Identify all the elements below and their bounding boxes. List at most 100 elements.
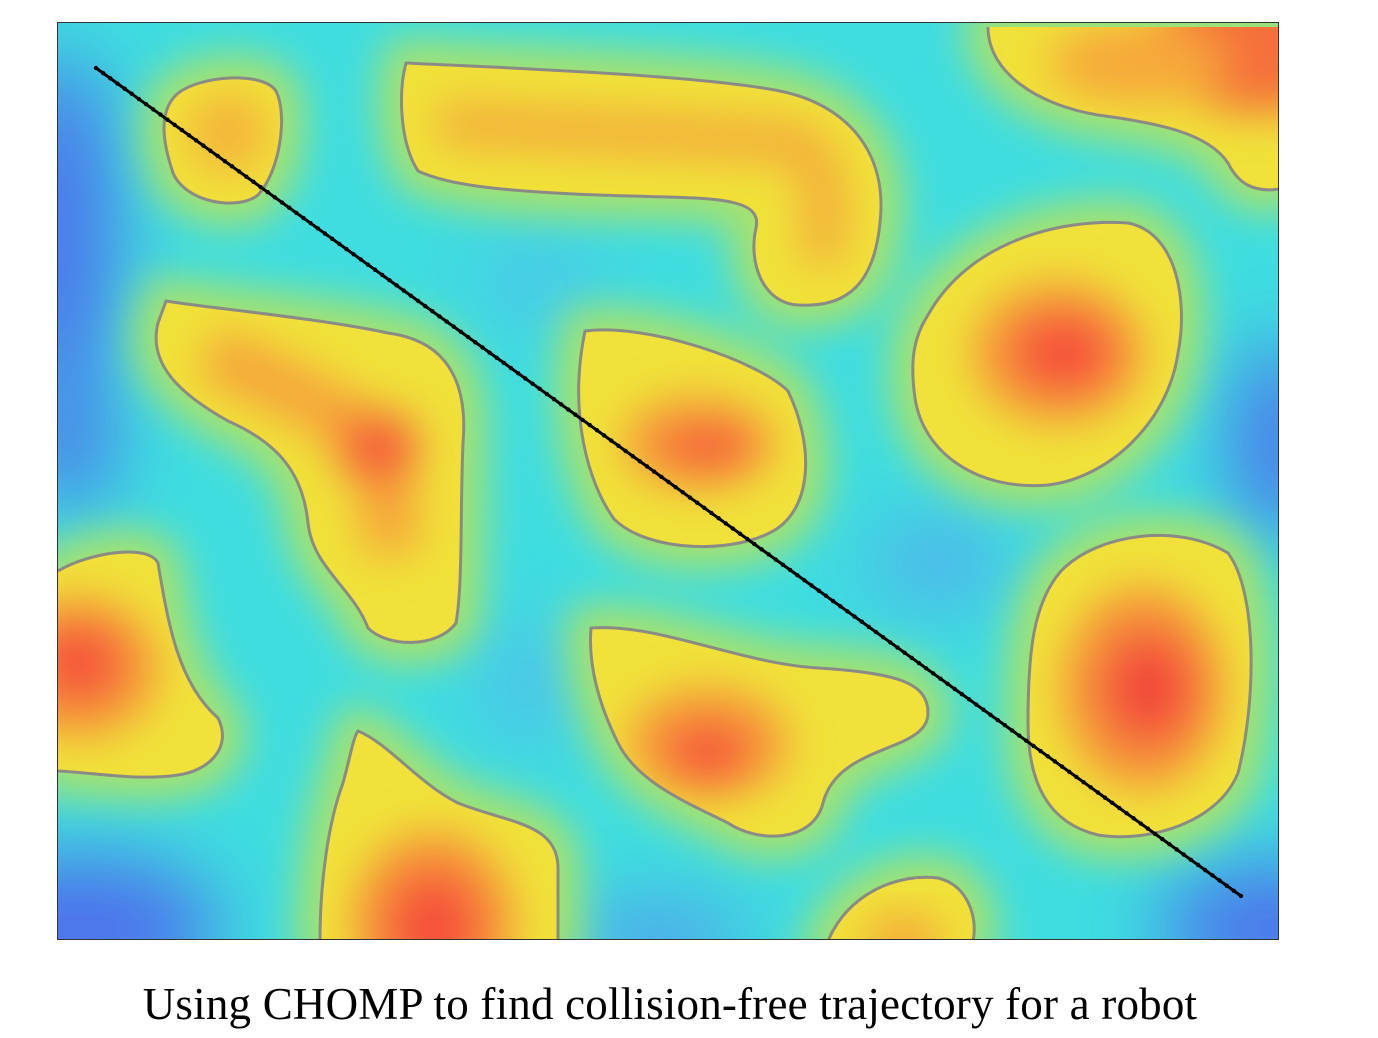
trajectory-waypoint [1009,728,1015,733]
trajectory-waypoint [959,691,965,697]
trajectory-waypoint [1152,831,1158,837]
trajectory-waypoint [494,355,499,360]
trajectory-waypoint [580,417,585,423]
trajectory-waypoint [1174,847,1179,852]
trajectory-waypoint [222,158,228,164]
trajectory-waypoint [93,65,99,71]
trajectory-waypoint [551,397,557,402]
trajectory-waypoint [258,184,263,190]
trajectory-waypoint [487,350,492,355]
trajectory-waypoint [1210,873,1215,878]
trajectory-waypoint [301,215,306,221]
trajectory-waypoint [659,474,664,480]
trajectory-waypoint [895,645,900,650]
trajectory-waypoint [508,365,514,371]
obstacle-hook-top [400,61,883,307]
trajectory-waypoint [451,324,457,329]
trajectory-waypoint [544,391,550,397]
trajectory-waypoint [430,309,435,314]
trajectory-waypoint [845,609,850,614]
obstacle-center [577,328,808,548]
trajectory-waypoint [1231,888,1237,894]
trajectory-waypoint [623,448,628,454]
trajectory-waypoint [422,303,428,309]
trajectory-waypoint [880,635,886,640]
trajectory-waypoint [852,614,857,619]
trajectory-waypoint [251,179,256,185]
trajectory-waypoint [337,241,342,247]
trajectory-waypoint [673,484,678,490]
trajectory-waypoint [916,660,922,666]
trajectory-waypoint [129,91,134,97]
trajectory-waypoint [458,329,464,335]
trajectory-waypoint [1167,842,1172,847]
trajectory-waypoint [516,371,521,376]
cost-field-canvas [58,23,1278,939]
trajectory-waypoint [795,572,800,578]
obstacle-bottom-left [318,729,560,939]
trajectory-waypoint [530,381,535,386]
trajectory-waypoint [945,681,950,687]
trajectory-waypoint [923,666,929,671]
trajectory-waypoint [637,459,643,464]
trajectory-waypoint [830,598,836,604]
trajectory-waypoint [687,495,693,500]
trajectory-waypoint [172,122,177,128]
trajectory-waypoint [265,190,270,195]
trajectory-waypoint [866,624,872,630]
trajectory-waypoint [1117,805,1122,811]
trajectory-waypoint [1109,800,1115,806]
trajectory-waypoint [108,76,113,81]
trajectory-waypoint [902,650,907,655]
trajectory-waypoint [437,314,442,319]
trajectory-waypoint [215,153,220,159]
trajectory-waypoint [201,143,206,148]
trajectory-waypoint [244,174,249,179]
trajectory-waypoint [408,293,414,298]
trajectory-waypoint [630,453,635,459]
trajectory-waypoint [444,319,449,324]
trajectory-waypoint [473,340,478,345]
trajectory-waypoint [859,619,864,624]
trajectory-waypoint [1160,836,1165,842]
trajectory-waypoint [759,547,764,552]
trajectory-waypoint [100,70,106,76]
trajectory-waypoint [966,697,972,702]
trajectory-waypoint [1124,811,1129,816]
trajectory-waypoint [1102,795,1108,800]
trajectory-waypoint [909,655,915,661]
trajectory-waypoint [594,428,600,433]
trajectory-waypoint [523,376,528,381]
trajectory-waypoint [816,588,821,593]
trajectory-waypoint [823,593,829,599]
trajectory-waypoint [1081,779,1086,785]
trajectory-waypoint [716,516,721,521]
trajectory-waypoint [122,86,127,91]
trajectory-waypoint [766,552,771,557]
figure-caption: Using CHOMP to find collision-free traje… [142,979,1198,1029]
trajectory-waypoint [644,464,650,469]
trajectory-waypoint [1002,723,1008,728]
trajectory-waypoint [616,443,621,448]
trajectory-waypoint [680,490,686,495]
trajectory-waypoint [272,195,278,200]
trajectory-waypoint [1203,867,1208,873]
trajectory-waypoint [1059,764,1065,769]
trajectory-waypoint [587,422,592,428]
trajectory-waypoint [501,360,507,366]
trajectory-waypoint [601,433,607,438]
trajectory-waypoint [873,629,879,635]
trajectory-waypoints [93,65,1244,899]
trajectory-waypoint [723,521,728,526]
trajectory-waypoint [143,102,149,107]
trajectory-waypoint [773,557,779,562]
trajectory-waypoint [995,717,1000,723]
trajectory-waypoint [1024,738,1029,743]
trajectory-waypoint [394,283,399,288]
trajectory-waypoint [752,541,757,547]
trajectory-waypoint [931,671,936,676]
trajectory-waypoint [809,583,814,588]
trajectory-waypoint [186,133,192,138]
trajectory-waypoint [780,562,786,567]
trajectory-waypoint [709,510,714,516]
